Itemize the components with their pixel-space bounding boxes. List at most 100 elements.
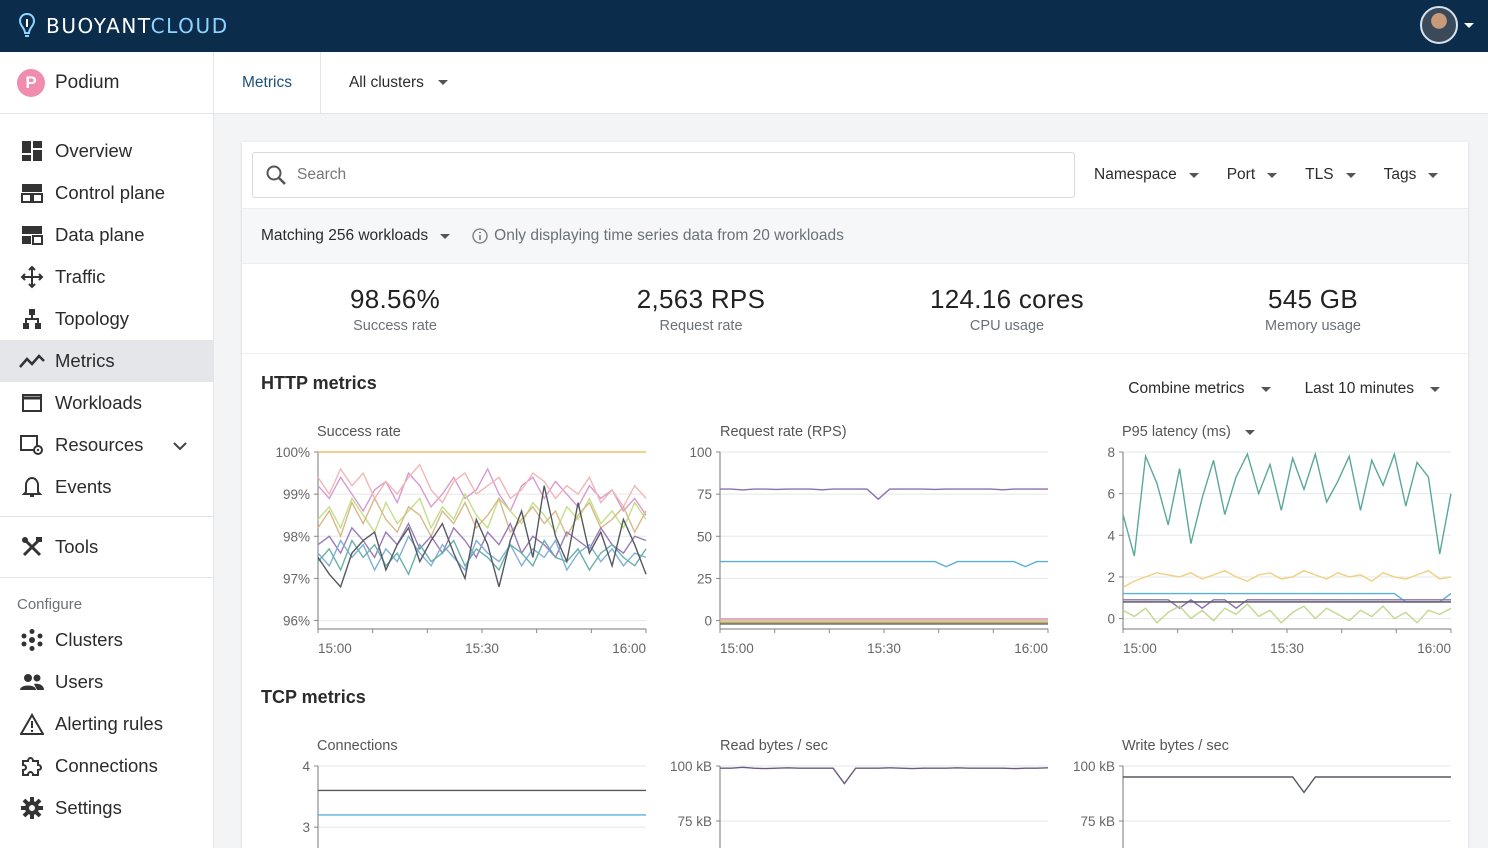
filter-label: TLS	[1305, 166, 1334, 183]
y-tick-label: 96%	[283, 614, 310, 629]
sidebar-item-label: Resources	[55, 434, 144, 455]
series-line	[1123, 776, 1451, 794]
filter-tls[interactable]: TLS	[1305, 166, 1356, 184]
time-range-select[interactable]: Last 10 minutes	[1305, 380, 1440, 398]
x-tick-label: 16:00	[612, 641, 646, 656]
http-metrics-title: HTTP metrics	[261, 373, 377, 393]
sidebar-item-label: Alerting rules	[55, 713, 163, 734]
metrics-card: Namespace Port TLS Tags Matching 256 wor…	[242, 142, 1468, 848]
sidebar-item-label: Tools	[55, 536, 99, 557]
sidebar: P Podium Overview Control plane Data pla…	[0, 52, 214, 848]
y-tick-label: 2	[1107, 570, 1115, 585]
buoy-logo-icon	[18, 12, 36, 37]
series-line	[720, 766, 1049, 785]
sidebar-item-control-plane[interactable]: Control plane	[0, 172, 213, 214]
search-icon	[266, 165, 286, 185]
caret-down-icon[interactable]	[1464, 22, 1474, 28]
top-bar: BUOYANTCLOUD	[0, 0, 1488, 52]
sidebar-item-events[interactable]: Events	[0, 466, 213, 508]
sidebar-item-traffic[interactable]: Traffic	[0, 256, 213, 298]
sidebar-item-label: Traffic	[55, 266, 106, 287]
sidebar-item-metrics[interactable]: Metrics	[0, 340, 213, 382]
search-row: Namespace Port TLS Tags	[242, 142, 1468, 208]
filter-bar: Namespace Port TLS Tags	[1094, 166, 1439, 184]
stat-value: 2,563 RPS	[636, 284, 766, 314]
chart-title-write-bytes: Write bytes / sec	[1122, 738, 1229, 754]
y-tick-label: 100	[689, 445, 712, 460]
success-rate-chart: 96% 97% 98% 99% 100% 15:00 15:30 16:00	[275, 445, 647, 656]
warning-icon	[19, 711, 45, 737]
clusters-icon	[19, 627, 45, 653]
stat-cpu-usage: 124.16 cores CPU usage	[854, 264, 1160, 353]
sidebar-item-tools[interactable]: Tools	[0, 526, 213, 568]
series-line	[317, 521, 647, 559]
chevron-down-icon[interactable]	[173, 434, 187, 456]
sidebar-item-connections[interactable]: Connections	[0, 745, 213, 787]
series-line	[317, 534, 647, 572]
sidebar-item-users[interactable]: Users	[0, 661, 213, 703]
sidebar-item-data-plane[interactable]: Data plane	[0, 214, 213, 256]
chart-title-p95-latency[interactable]: P95 latency (ms)	[1122, 424, 1255, 440]
x-tick-label: 15:00	[318, 641, 352, 656]
stat-label: Request rate	[659, 318, 743, 334]
series-line	[720, 560, 1048, 568]
filter-port[interactable]: Port	[1226, 166, 1278, 184]
stat-value: 124.16 cores	[930, 284, 1084, 314]
info-icon	[472, 228, 488, 244]
info-note-text: Only displaying time series data from 20…	[494, 227, 844, 244]
time-range-label: Last 10 minutes	[1304, 380, 1414, 397]
sidebar-item-alerting-rules[interactable]: Alerting rules	[0, 703, 213, 745]
http-controls: Combine metrics Last 10 minutes	[1094, 380, 1440, 398]
series-line	[317, 463, 647, 509]
cluster-select-value: All clusters	[348, 73, 424, 91]
series-line	[1122, 569, 1452, 589]
y-tick-label: 3	[302, 820, 310, 835]
sidebar-item-overview[interactable]: Overview	[0, 130, 213, 172]
filter-namespace[interactable]: Namespace	[1094, 166, 1199, 184]
y-tick-label: 0	[704, 614, 712, 629]
search-box[interactable]	[252, 152, 1075, 198]
filter-tags[interactable]: Tags	[1384, 166, 1439, 184]
y-tick-label: 98%	[283, 529, 310, 544]
org-name: Podium	[55, 71, 120, 93]
filter-label: Port	[1226, 166, 1256, 183]
chart-title-read-bytes: Read bytes / sec	[720, 738, 828, 754]
sidebar-item-workloads[interactable]: Workloads	[0, 382, 213, 424]
page-header: Metrics All clusters	[214, 51, 1488, 114]
y-tick-label: 75 kB	[1080, 814, 1115, 829]
caret-down-icon	[1267, 172, 1278, 178]
caret-down-icon	[1430, 386, 1440, 392]
stat-label: Success rate	[353, 318, 437, 334]
series-line	[1122, 451, 1452, 557]
combine-metrics-select[interactable]: Combine metrics	[1128, 380, 1271, 398]
write-bytes-chart: 75 kB 100 kB	[1073, 759, 1451, 848]
sidebar-item-resources[interactable]: Resources	[0, 424, 213, 466]
stat-success-rate: 98.56% Success rate	[242, 264, 548, 353]
y-tick-label: 99%	[283, 487, 310, 502]
avatar[interactable]	[1420, 6, 1458, 44]
metrics-icon	[19, 348, 45, 374]
sidebar-item-settings[interactable]: Settings	[0, 787, 213, 829]
cluster-select[interactable]: All clusters	[321, 74, 448, 92]
y-tick-label: 4	[1107, 528, 1115, 543]
sidebar-item-label: Topology	[55, 308, 130, 329]
y-tick-label: 100 kB	[1073, 759, 1115, 774]
sidebar-item-label: Clusters	[55, 629, 123, 650]
sidebar-item-clusters[interactable]: Clusters	[0, 619, 213, 661]
y-tick-label: 75	[697, 487, 712, 502]
y-tick-label: 4	[302, 759, 310, 774]
control-plane-icon	[19, 180, 45, 206]
chart-title-text: P95 latency (ms)	[1122, 424, 1231, 440]
search-input[interactable]	[297, 166, 997, 184]
users-icon	[19, 669, 45, 695]
user-menu[interactable]	[1420, 6, 1474, 44]
matching-select[interactable]: Matching 256 workloads	[261, 227, 451, 245]
sidebar-item-label: Overview	[55, 140, 133, 161]
sidebar-divider	[0, 516, 213, 517]
matching-label: Matching 256 workloads	[261, 227, 429, 244]
sidebar-item-topology[interactable]: Topology	[0, 298, 213, 340]
org-switcher[interactable]: P Podium	[0, 52, 213, 114]
request-rate-chart: 0 25 50 75 100 15:00 15:30 16:00	[689, 445, 1049, 656]
brand[interactable]: BUOYANTCLOUD	[16, 11, 229, 41]
tab-metrics[interactable]: Metrics	[214, 51, 321, 114]
